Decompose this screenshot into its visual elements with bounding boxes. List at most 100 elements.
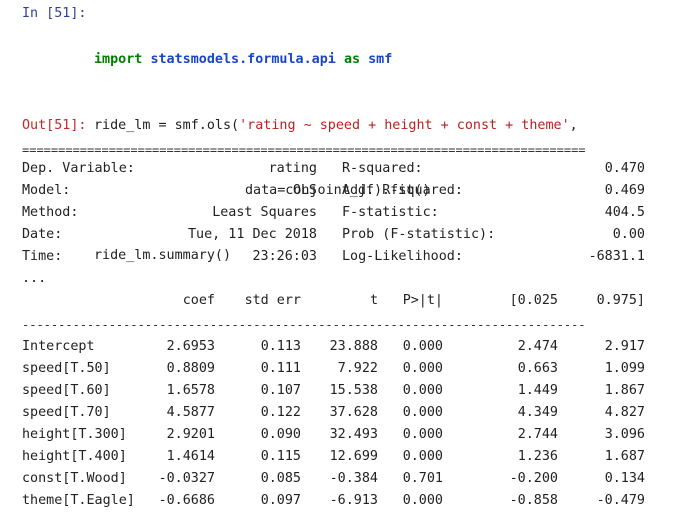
ci-high-value: 0.134 (604, 471, 645, 486)
table-row: speed[T.70] 4.5877 0.122 37.628 0.000 4.349 4.… (22, 402, 648, 424)
t-value: 37.628 (329, 405, 378, 420)
std-err-value: 0.090 (260, 427, 301, 442)
stat-label: R-squared: (342, 161, 423, 176)
column-header-ci-low: [0.025 (509, 293, 558, 308)
term-name: theme[T.Eagle] (22, 493, 135, 508)
module-name: statsmodels.formula.api (150, 52, 336, 68)
stat-label: Dep. Variable: (22, 161, 135, 176)
code-text: data=conjoint_df).fit() (245, 182, 431, 198)
column-header-t: t (369, 293, 378, 308)
p-value: 0.000 (402, 493, 443, 508)
ci-high-value: 3.096 (604, 427, 645, 442)
ci-high-value: -0.479 (596, 493, 645, 508)
table-row: speed[T.50] 0.8809 0.111 7.922 0.000 0.663 1.0… (22, 358, 648, 380)
stat-value: OLS (292, 183, 317, 198)
code-text: ride_lm = smf.ols( (94, 117, 240, 133)
ci-low-value: 2.474 (517, 339, 558, 354)
coef-value: 1.6578 (166, 383, 215, 398)
as-keyword: as (343, 52, 361, 68)
p-value: 0.000 (402, 427, 443, 442)
t-value: 32.493 (329, 427, 378, 442)
ci-high-value: 2.917 (604, 339, 645, 354)
coef-value: 1.4614 (166, 449, 215, 464)
model-summary-stats: Dep. Variable: rating R-squared: 0.470 Model… (22, 158, 648, 268)
stat-value: 404.5 (604, 205, 645, 220)
stats-row: Date: Tue, 11 Dec 2018 Prob (F-statistic):… (22, 224, 648, 246)
p-value: 0.000 (402, 339, 443, 354)
ci-low-value: 0.663 (517, 361, 558, 376)
term-name: speed[T.70] (22, 405, 111, 420)
std-err-value: 0.115 (260, 449, 301, 464)
stat-value: Tue, 11 Dec 2018 (188, 227, 317, 242)
input-prompt: In [51]: (22, 6, 87, 21)
t-value: 12.699 (329, 449, 378, 464)
stats-row: Time: 23:26:03 Log-Likelihood: -6831.1 (22, 246, 648, 268)
ci-low-value: 1.236 (517, 449, 558, 464)
std-err-value: 0.122 (260, 405, 301, 420)
coef-value: -0.0327 (158, 471, 215, 486)
std-err-value: 0.107 (260, 383, 301, 398)
stat-value: 0.469 (604, 183, 645, 198)
code-line-3: data=conjoint_df).fit() (94, 180, 578, 202)
table-row: height[T.400] 1.4614 0.115 12.699 0.000 1.236… (22, 446, 648, 468)
ci-high-value: 4.827 (604, 405, 645, 420)
term-name: speed[T.50] (22, 361, 111, 376)
table-row: theme[T.Eagle] -0.6686 0.097 -6.913 0.000 -0.… (22, 490, 648, 512)
p-value: 0.000 (402, 383, 443, 398)
ci-high-value: 1.099 (604, 361, 645, 376)
std-err-value: 0.097 (260, 493, 301, 508)
code-line-2: ride_lm = smf.ols('rating ~ speed + heig… (94, 115, 578, 137)
stat-label: Adj. R-squared: (342, 183, 463, 198)
stat-label: Log-Likelihood: (342, 249, 463, 264)
coef-value: 2.9201 (166, 427, 215, 442)
formula-string: 'rating ~ speed + height + const + theme… (239, 117, 570, 133)
coef-value: -0.6686 (158, 493, 215, 508)
ci-low-value: -0.200 (509, 471, 558, 486)
column-header-ci-high: 0.975] (596, 293, 645, 308)
coef-table-body: Intercept 2.6953 0.113 23.888 0.000 2.474 2.91… (22, 336, 648, 512)
ci-low-value: -0.858 (509, 493, 558, 508)
coef-value: 4.5877 (166, 405, 215, 420)
term-name: speed[T.60] (22, 383, 111, 398)
table-row: Intercept 2.6953 0.113 23.888 0.000 2.474 2.91… (22, 336, 648, 358)
ellipsis-text: ... (22, 271, 47, 286)
stat-label: Prob (F-statistic): (342, 227, 496, 242)
t-value: -6.913 (329, 493, 378, 508)
column-header-std-err: std err (244, 293, 301, 308)
t-value: 15.538 (329, 383, 378, 398)
stat-label: F-statistic: (342, 205, 439, 220)
code-line-1: import statsmodels.formula.api as smf (94, 49, 578, 71)
import-keyword: import (94, 52, 143, 68)
std-err-value: 0.111 (260, 361, 301, 376)
stats-row: Method: Least Squares F-statistic: 404.5 (22, 202, 648, 224)
stat-value: 23:26:03 (252, 249, 318, 264)
column-header-coef: coef (182, 293, 215, 308)
p-value: 0.000 (402, 405, 443, 420)
ci-low-value: 1.449 (517, 383, 558, 398)
coef-value: 0.8809 (166, 361, 215, 376)
term-name: Intercept (22, 339, 95, 354)
t-value: -0.384 (329, 471, 378, 486)
stat-label: Method: (22, 205, 79, 220)
p-value: 0.000 (402, 361, 443, 376)
code-text: ride_lm.summary() (94, 247, 232, 263)
stats-row: Dep. Variable: rating R-squared: 0.470 (22, 158, 648, 180)
p-value: 0.701 (402, 471, 443, 486)
stat-value: 0.470 (604, 161, 645, 176)
std-err-value: 0.085 (260, 471, 301, 486)
std-err-value: 0.113 (260, 339, 301, 354)
stat-value: Least Squares (212, 205, 317, 220)
stat-label: Time: (22, 249, 63, 264)
output-prompt: Out[51]: (22, 118, 87, 133)
term-name: height[T.400] (22, 449, 127, 464)
module-alias: smf (368, 52, 393, 68)
code-editor[interactable]: import statsmodels.formula.api as smf ri… (94, 6, 578, 310)
code-line-4: ride_lm.summary() (94, 245, 578, 267)
coef-value: 2.6953 (166, 339, 215, 354)
ci-high-value: 1.867 (604, 383, 645, 398)
double-rule: ========================================… (22, 143, 586, 157)
ci-high-value: 1.687 (604, 449, 645, 464)
coef-table-header: coef std err t P>|t| [0.025 0.975] (22, 290, 648, 312)
code-text: , (569, 117, 578, 133)
table-row: speed[T.60] 1.6578 0.107 15.538 0.000 1.449 1.… (22, 380, 648, 402)
